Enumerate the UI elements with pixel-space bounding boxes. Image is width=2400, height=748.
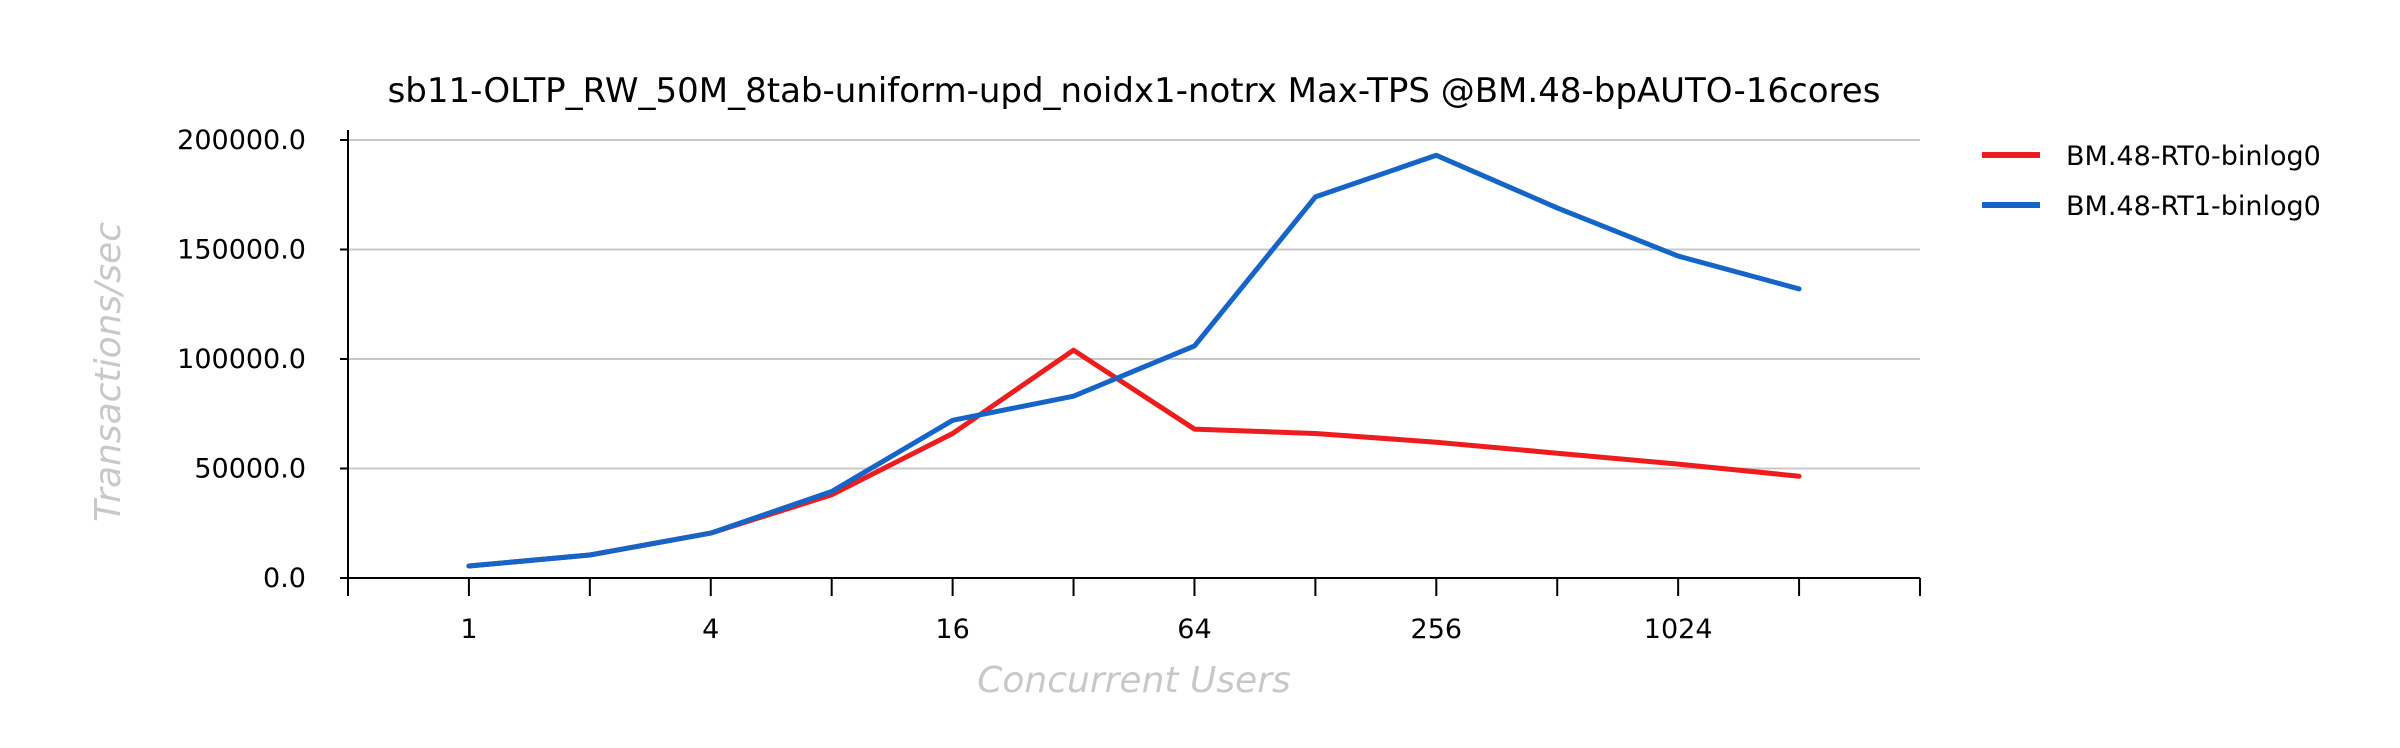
x-tick-label: 64 bbox=[1177, 614, 1211, 645]
y-tick-label: 100000.0 bbox=[177, 344, 306, 375]
y-tick-label: 200000.0 bbox=[177, 125, 306, 156]
x-tick-label: 4 bbox=[702, 614, 719, 645]
y-tick-label: 150000.0 bbox=[177, 235, 306, 266]
chart-title: sb11-OLTP_RW_50M_8tab-uniform-upd_noidx1… bbox=[388, 71, 1881, 111]
series-line-2 bbox=[466, 152, 1802, 569]
y-tick-label: 0.0 bbox=[263, 563, 306, 594]
x-tick-label: 256 bbox=[1411, 614, 1463, 645]
x-tick-label: 1024 bbox=[1644, 614, 1713, 645]
x-tick-label: 16 bbox=[935, 614, 969, 645]
legend-label-1: BM.48-RT0-binlog0 bbox=[2066, 141, 2321, 172]
legend: BM.48-RT0-binlog0 BM.48-RT1-binlog0 bbox=[1982, 141, 2321, 222]
x-tick-label: 1 bbox=[460, 614, 477, 645]
x-axis-label: Concurrent Users bbox=[977, 660, 1291, 701]
grid-lines bbox=[348, 139, 1920, 470]
y-tick-label: 50000.0 bbox=[194, 454, 306, 485]
series-lines bbox=[466, 152, 1802, 569]
y-axis-label: Transactions/sec bbox=[88, 222, 129, 522]
axes: 0.0 50000.0 100000.0 150000.0 200000.0 1 4 16 64… bbox=[177, 125, 1921, 645]
legend-label-2: BM.48-RT1-binlog0 bbox=[2066, 191, 2321, 222]
series-line-1 bbox=[466, 347, 1802, 569]
